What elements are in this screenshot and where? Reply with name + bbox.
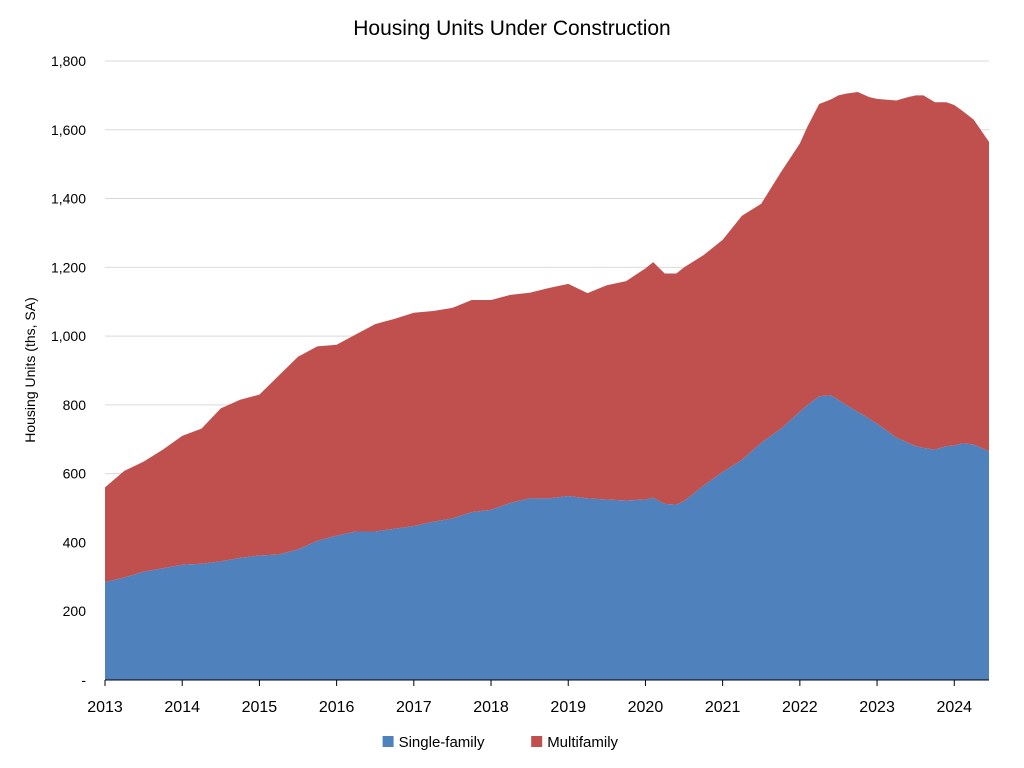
- x-tick-label: 2018: [473, 699, 509, 716]
- x-tick-label: 2022: [782, 699, 818, 716]
- y-tick-label: 200: [63, 603, 87, 619]
- plot-areas: [105, 91, 989, 680]
- x-tick-label: 2017: [396, 699, 432, 716]
- y-tick-label: 1,000: [51, 328, 86, 344]
- x-tick-label: 2023: [859, 699, 895, 716]
- y-tick-label: -: [81, 672, 86, 688]
- y-tick-label: 600: [63, 466, 87, 482]
- y-tick-labels: - 200 400 600 800 1,000 1,200 1,400 1,600 1,800: [51, 53, 86, 688]
- legend: Single-family Multifamily: [382, 734, 619, 751]
- x-tick-label: 2014: [164, 699, 200, 716]
- series-area-1: [105, 91, 989, 582]
- y-tick-label: 1,200: [51, 259, 86, 275]
- legend-label-1: Multifamily: [547, 734, 618, 751]
- y-tick-label: 1,400: [51, 191, 86, 207]
- x-tick-label: 2021: [705, 699, 741, 716]
- x-tick-label: 2020: [628, 699, 664, 716]
- y-tick-label: 1,800: [51, 53, 86, 69]
- legend-swatch-0: [382, 736, 394, 747]
- x-tick-label: 2015: [242, 699, 278, 716]
- y-tick-label: 800: [63, 397, 87, 413]
- x-tick-label: 2016: [319, 699, 355, 716]
- y-tick-label: 1,600: [51, 122, 86, 138]
- chart-title: Housing Units Under Construction: [353, 17, 670, 40]
- x-tick-label: 2019: [550, 699, 586, 716]
- y-axis-label: Housing Units (ths, SA): [22, 297, 38, 443]
- legend-label-0: Single-family: [399, 734, 485, 751]
- legend-swatch-1: [531, 736, 543, 747]
- y-tick-label: 400: [63, 534, 87, 550]
- x-tick-label: 2024: [936, 699, 972, 716]
- series-area-0: [105, 395, 989, 680]
- axes: [104, 679, 989, 686]
- x-tick-label: 2013: [87, 699, 123, 716]
- x-tick-labels: 2013 2014 2015 2016 2017 2018 2019 2020 2021 2022…: [87, 699, 972, 716]
